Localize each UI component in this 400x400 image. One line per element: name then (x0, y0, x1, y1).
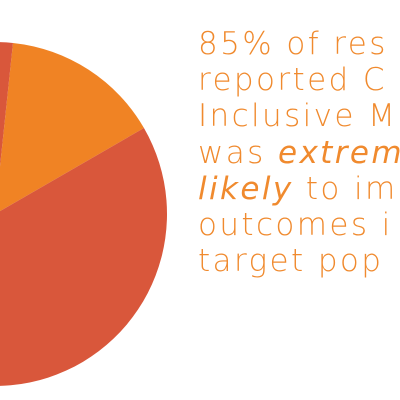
statement-emphasis-likely: likely (198, 170, 294, 207)
statement-line-3: Inclusive M (198, 98, 398, 135)
statistic-statement: 85% of res reported C Inclusive M was ex… (198, 26, 400, 279)
statement-line-7: target pop (198, 243, 384, 280)
statement-line-1: 85% of res (198, 26, 388, 62)
statement-line-4: was extrem (198, 135, 400, 171)
statement-line-2: reported C (198, 62, 387, 99)
pie-slice-large (0, 42, 167, 386)
statement-line-4-text: was (198, 134, 278, 171)
statement-line-5: likely to im (198, 171, 400, 207)
statement-emphasis-extremely: extrem (277, 134, 400, 171)
statement-line-5-text: to im (293, 170, 398, 207)
pie-slice-small (0, 42, 144, 212)
statement-line-6: outcomes i (198, 207, 393, 244)
